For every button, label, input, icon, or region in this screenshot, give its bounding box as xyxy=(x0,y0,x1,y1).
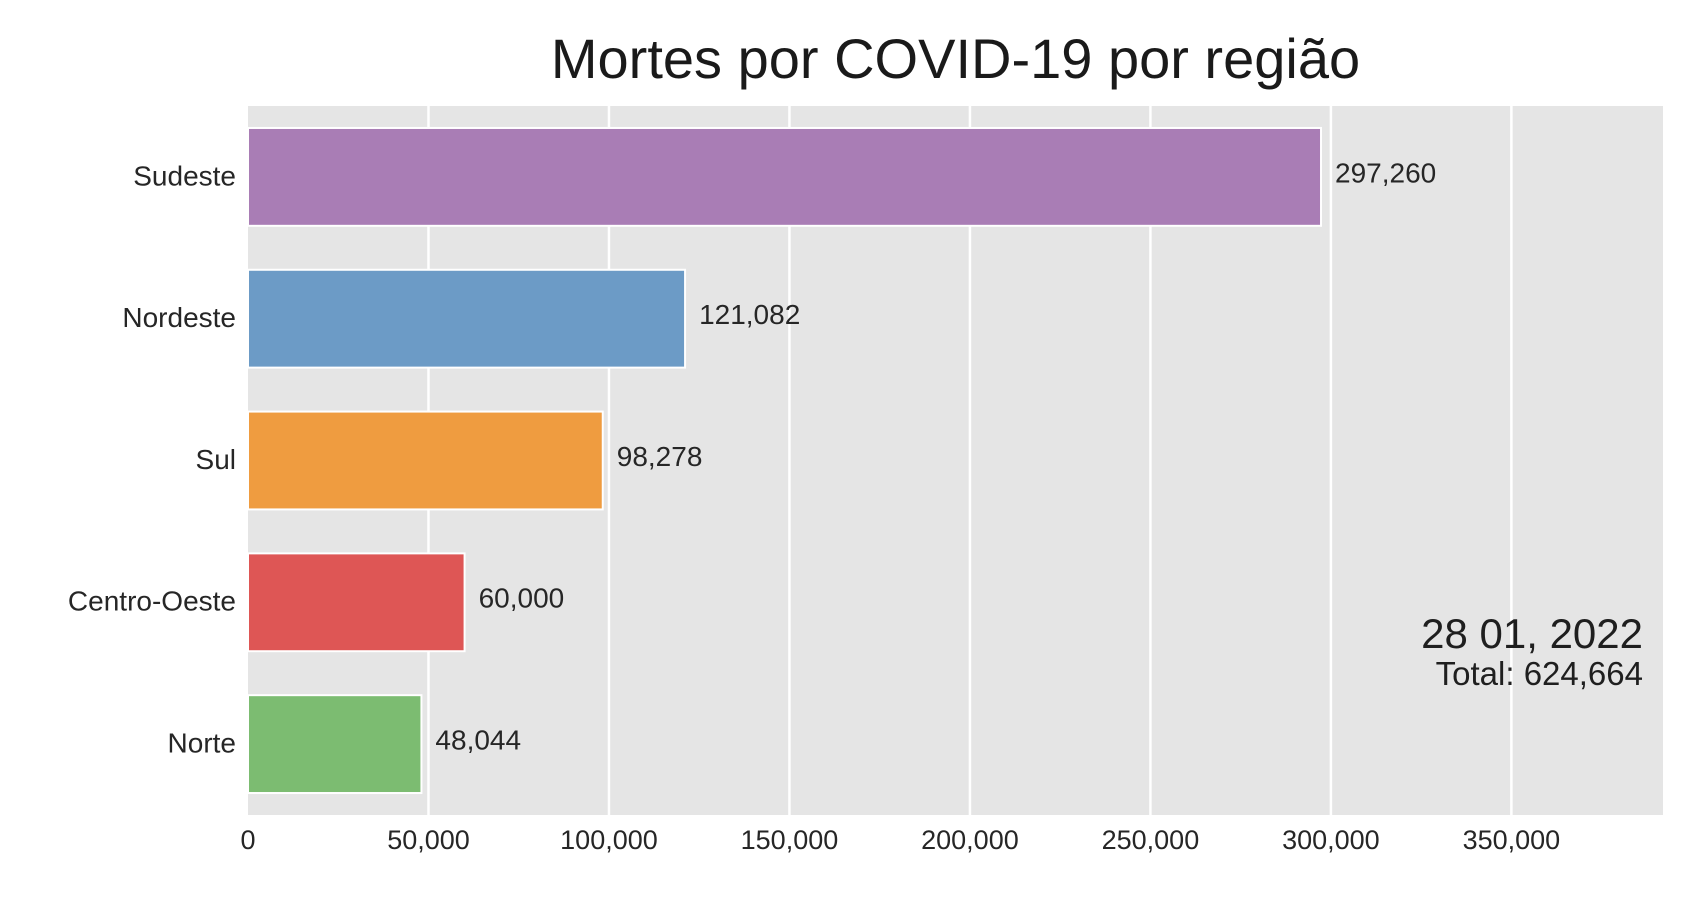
x-tick-label: 150,000 xyxy=(741,825,839,855)
x-tick-label: 200,000 xyxy=(921,825,1019,855)
total-annotation: Total: 624,664 xyxy=(1436,655,1643,692)
date-annotation: 28 01, 2022 xyxy=(1421,610,1643,657)
chart-title: Mortes por COVID-19 por região xyxy=(551,27,1360,90)
bar-sul xyxy=(247,410,604,511)
bar-value-label: 297,260 xyxy=(1335,157,1436,188)
category-label: Sul xyxy=(196,444,236,475)
bar-centro-oeste xyxy=(247,552,466,653)
bar-sudeste xyxy=(247,126,1323,227)
bar-value-label: 48,044 xyxy=(435,724,521,755)
x-tick-label: 300,000 xyxy=(1282,825,1380,855)
x-tick-label: 100,000 xyxy=(560,825,658,855)
category-label: Centro-Oeste xyxy=(68,586,236,617)
bar-value-label: 60,000 xyxy=(479,583,565,614)
category-label: Sudeste xyxy=(133,160,236,191)
x-tick-label: 50,000 xyxy=(387,825,470,855)
x-tick-label: 0 xyxy=(240,825,255,855)
x-tick-label: 250,000 xyxy=(1102,825,1200,855)
bars xyxy=(247,126,1323,795)
value-labels: 297,260 121,082 98,278 60,000 48,044 xyxy=(435,157,1436,755)
bar-value-label: 98,278 xyxy=(617,441,703,472)
bar-value-label: 121,082 xyxy=(699,299,800,330)
x-tick-label: 350,000 xyxy=(1463,825,1561,855)
bar-norte xyxy=(247,694,423,795)
category-label: Nordeste xyxy=(122,302,236,333)
category-labels: Sudeste Nordeste Sul Centro-Oeste Norte xyxy=(68,160,236,758)
x-tick-labels: 0 50,000 100,000 150,000 200,000 250,000 300,0… xyxy=(240,825,1560,855)
bar-nordeste xyxy=(247,268,687,369)
category-label: Norte xyxy=(168,727,236,758)
